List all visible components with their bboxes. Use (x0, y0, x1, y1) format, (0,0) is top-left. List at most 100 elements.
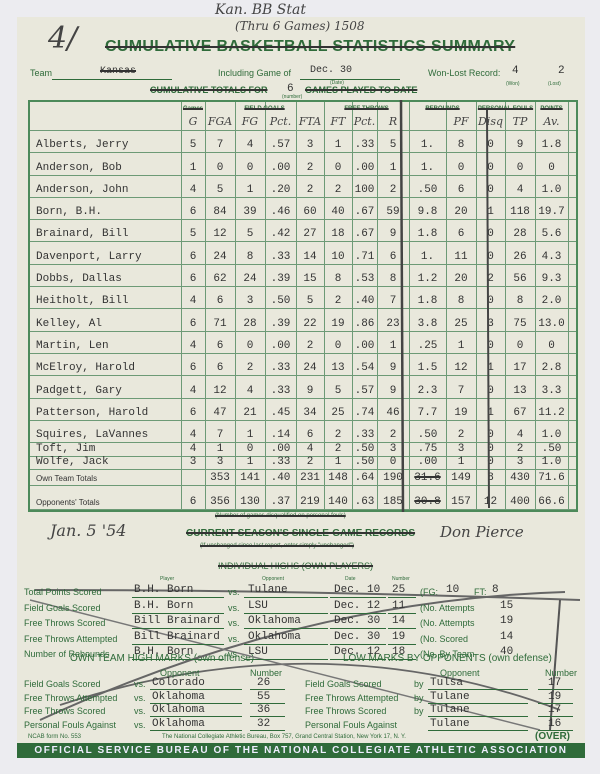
column-group-header: POINTS (540, 106, 563, 112)
stat-cell: 59 (386, 206, 400, 219)
stat-cell: 148 (328, 472, 348, 485)
stat-cell: .39 (270, 273, 291, 286)
stat-cell: 7 (457, 384, 465, 397)
column-divider (446, 102, 447, 510)
stat-cell: .37 (270, 495, 291, 508)
won-caption: (Won) (506, 81, 520, 87)
stat-cell: 1 (389, 161, 397, 174)
stat-cell: 10 (331, 250, 345, 263)
low-mark-opponent: Tulane (430, 717, 470, 730)
stat-cell: 4 (246, 384, 254, 397)
stat-cell: 13.0 (538, 317, 565, 330)
stat-cell: .53 (354, 273, 375, 286)
stat-cell: 2 (306, 339, 314, 352)
stat-cell: 25 (331, 406, 345, 419)
stat-cell: 7.7 (417, 406, 438, 419)
column-divider (505, 102, 506, 510)
stat-cell: 4 (189, 295, 197, 308)
stat-cell: 2 (389, 429, 397, 442)
footer-address: The National Collegiate Athletic Bureau,… (162, 734, 406, 740)
record-date: Dec. 10 (334, 584, 381, 596)
stat-cell: 1 (487, 362, 494, 375)
record-label: Number of Rebounds (24, 649, 110, 659)
stat-cell: 2 (389, 183, 397, 196)
stat-cell: 6 (189, 362, 197, 375)
own-mark-number: 36 (257, 704, 271, 716)
records-note: (If unchanged since last report, enter s… (200, 543, 355, 549)
fill-in-line (250, 729, 285, 731)
stat-cell: .50 (354, 456, 375, 469)
record-extra-label: (No. Scored (420, 633, 469, 644)
stat-cell: 356 (210, 495, 230, 508)
header-opponent: Opponent (262, 576, 284, 582)
stat-cell: 1. (420, 139, 435, 152)
column-divider (409, 102, 410, 510)
stat-cell: .50 (270, 295, 291, 308)
vs-label: vs. (228, 587, 240, 597)
own-mark-number: 26 (257, 677, 271, 689)
record-date: Dec. 30 (334, 630, 381, 643)
stat-cell: 185 (383, 495, 403, 508)
fill-in-line (250, 702, 285, 704)
fill-in-line (330, 597, 386, 598)
stat-cell: 400 (510, 495, 530, 508)
stat-cell: 30.8 (414, 495, 441, 508)
record-extra-value: 19 (500, 615, 514, 627)
stats-table: Games FIELD GOALS FREE THROWS REBOUNDS PERSO… (28, 100, 578, 512)
record-player: B.H. Born (134, 646, 194, 658)
form-number: NCAB form No. 553 (28, 734, 82, 740)
team-label: Team (30, 68, 53, 78)
stat-cell: 0 (457, 161, 465, 174)
stat-cell: 24 (303, 362, 317, 375)
stat-cell: 4 (306, 442, 314, 455)
stat-cell: 0 (487, 384, 494, 397)
stat-cell: 5 (306, 295, 314, 308)
low-mark-number: 17 (548, 677, 562, 689)
low-mark-label: Field Goals Scored (305, 679, 382, 689)
stat-cell: 6 (189, 250, 197, 263)
stat-cell: 0 (246, 442, 254, 455)
stat-cell: 0 (487, 339, 494, 352)
stat-cell: 2 (246, 362, 254, 375)
handwritten-note: (Thru 6 Games) 1508 (235, 19, 365, 33)
stat-cell: 1 (389, 339, 397, 352)
record-number: 18 (392, 646, 406, 658)
stat-cell: 6 (457, 183, 465, 196)
stat-cell: 8 (457, 295, 465, 308)
fill-in-line (538, 702, 573, 704)
stat-cell: .33 (270, 250, 291, 263)
stat-cell: 130 (240, 495, 260, 508)
record-extra-label: (No. Attempts (420, 602, 475, 613)
table-row: McElroy, Harold 6 6 2 .33 24 13 .54 9 1.5 12 1 17 2.8 (30, 354, 576, 377)
fill-in-line (132, 628, 224, 629)
stat-cell: 17 (513, 362, 527, 375)
stat-cell: 21 (243, 406, 257, 419)
stat-cell: 4.3 (541, 250, 562, 263)
low-mark-number: 16 (548, 717, 562, 730)
fill-in-line (428, 689, 528, 690)
player-name: Anderson, Bob (36, 161, 122, 174)
stat-cell: 0 (487, 250, 494, 263)
stat-cell: .50 (354, 442, 375, 455)
record-opponent: LSU (248, 599, 268, 612)
stat-cell: 18 (331, 228, 345, 241)
stat-cell: 6 (306, 429, 314, 442)
stat-cell: 3 (457, 442, 465, 455)
record-player: Bill Brainard (134, 630, 220, 643)
stat-cell: 39 (243, 206, 257, 219)
player-name: Toft, Jim (36, 442, 96, 455)
won-value: 4 (512, 65, 519, 77)
stat-cell: .00 (270, 442, 291, 455)
stat-cell: 9.8 (417, 206, 438, 219)
fill-in-line (244, 659, 328, 660)
stat-cell: 40 (331, 206, 345, 219)
stat-cell: 13 (513, 384, 527, 397)
header-date: Date (345, 576, 356, 582)
fill-in-line (150, 716, 242, 717)
record-label: Free Throws Scored (24, 618, 106, 628)
column-divider (324, 102, 325, 510)
stat-cell: 8 (457, 139, 465, 152)
stat-cell: 62 (213, 273, 227, 286)
stat-cell: 6 (189, 206, 197, 219)
stat-cell: .50 (541, 442, 562, 455)
